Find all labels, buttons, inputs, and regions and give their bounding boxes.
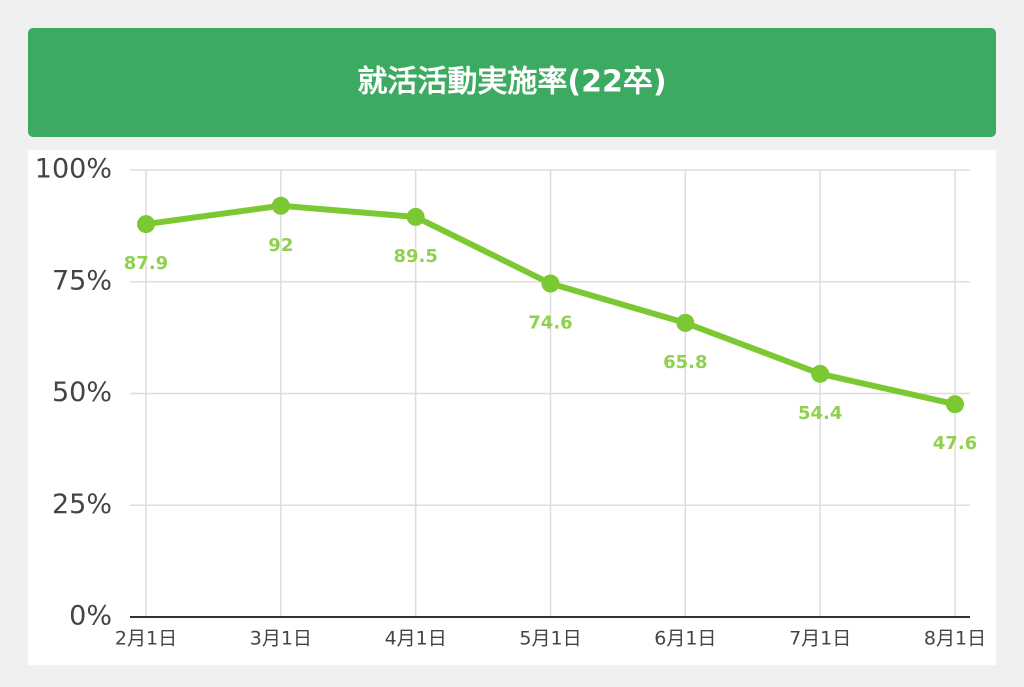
- data-label: 47.6: [933, 433, 977, 454]
- y-tick-label: 25%: [52, 489, 112, 520]
- data-point: [406, 207, 425, 226]
- data-label: 54.4: [798, 403, 842, 424]
- data-label: 89.5: [393, 246, 437, 267]
- y-tick-label: 75%: [52, 265, 112, 296]
- plot-panel: [28, 150, 996, 665]
- x-tick-label: 4月1日: [385, 628, 447, 650]
- data-point: [946, 395, 964, 414]
- x-tick-label: 6月1日: [654, 628, 716, 650]
- y-tick-label: 100%: [35, 154, 112, 185]
- x-tick-label: 7月1日: [789, 628, 851, 650]
- data-label: 87.9: [124, 253, 168, 274]
- title-banner: [28, 28, 996, 137]
- data-point: [137, 215, 155, 234]
- y-tick-label: 0%: [69, 601, 112, 632]
- data-label: 92: [268, 235, 293, 256]
- data-label: 65.8: [663, 352, 707, 373]
- data-point: [676, 313, 695, 332]
- x-tick-label: 2月1日: [115, 628, 177, 650]
- x-tick-label: 3月1日: [250, 628, 312, 650]
- data-point: [541, 274, 560, 293]
- chart-title: 就活活動実施率(22卒): [357, 65, 666, 100]
- y-tick-label: 50%: [52, 377, 112, 408]
- x-tick-label: 8月1日: [924, 628, 986, 650]
- x-tick-label: 5月1日: [519, 628, 581, 650]
- data-label: 74.6: [528, 313, 572, 334]
- data-point: [811, 364, 830, 383]
- data-point: [271, 196, 290, 215]
